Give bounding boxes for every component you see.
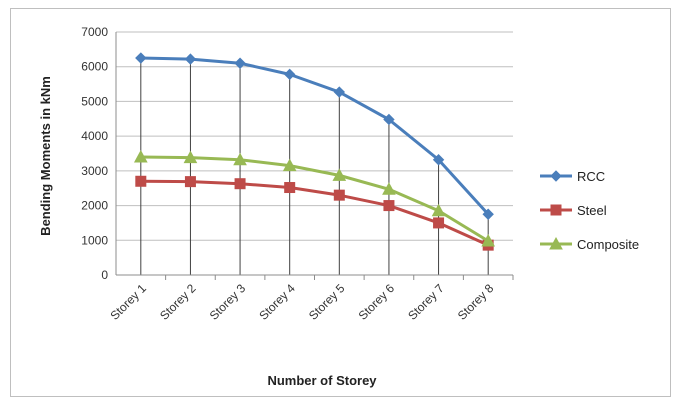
- chart-frame: [10, 8, 671, 397]
- point-composite-1: [133, 149, 148, 163]
- point-composite-2: [183, 150, 198, 164]
- legend-marker-rcc: [550, 170, 562, 182]
- legend: RCC Steel Composite: [540, 169, 639, 252]
- legend-label-composite: Composite: [577, 237, 639, 252]
- y-axis-title: Bending Moments in kNm: [38, 76, 53, 236]
- x-axis-title: Number of Storey: [267, 373, 377, 388]
- x-tick-labels: Storey 1 Storey 2 Storey 3 Storey 4 Storey 5…: [107, 281, 496, 323]
- x-tick-label-1: Storey 2: [157, 281, 199, 323]
- series-group: [133, 52, 496, 251]
- point-rcc-7: [432, 154, 445, 166]
- y-tick-label-6: 6000: [81, 60, 108, 74]
- y-tick-label-0: 0: [101, 268, 108, 282]
- point-steel-4: [284, 182, 296, 194]
- x-tick-label-6: Storey 7: [405, 281, 447, 323]
- point-steel-1: [135, 175, 147, 187]
- y-tick-label-2: 2000: [81, 199, 108, 213]
- drop-lines: [140, 58, 489, 275]
- point-rcc-5: [333, 86, 346, 98]
- point-composite-3: [233, 152, 247, 166]
- legend-label-rcc: RCC: [577, 169, 605, 184]
- x-tick-label-7: Storey 8: [455, 281, 497, 323]
- point-rcc-6: [383, 113, 395, 126]
- point-rcc-3: [234, 57, 246, 69]
- series-line-steel: [140, 179, 489, 247]
- y-tick-labels: 0 1000 2000 3000 4000 5000 6000 7000: [81, 25, 108, 282]
- point-steel-3: [234, 178, 246, 190]
- x-tick-label-2: Storey 3: [207, 281, 249, 323]
- point-rcc-8: [482, 208, 494, 220]
- y-tick-label-1: 1000: [81, 233, 108, 247]
- point-rcc-1: [135, 52, 147, 64]
- series-line-rcc: [140, 56, 490, 216]
- gridlines: [116, 31, 513, 241]
- point-composite-6: [382, 182, 396, 195]
- x-tick-label-4: Storey 5: [306, 281, 348, 323]
- x-tick-label-0: Storey 1: [107, 281, 149, 323]
- axes: [115, 32, 514, 280]
- y-tick-label-7: 7000: [81, 25, 108, 39]
- series-line-composite: [140, 155, 489, 243]
- point-steel-2: [184, 176, 196, 188]
- legend-label-steel: Steel: [577, 203, 607, 218]
- point-composite-7: [431, 203, 446, 217]
- x-tick-label-3: Storey 4: [256, 281, 298, 323]
- point-composite-4: [282, 158, 297, 172]
- point-steel-7: [433, 217, 445, 229]
- legend-marker-composite: [549, 236, 563, 250]
- point-steel-5: [333, 189, 345, 201]
- point-composite-8: [481, 233, 496, 247]
- y-tick-label-4: 4000: [81, 129, 108, 143]
- x-tick-label-5: Storey 6: [356, 281, 398, 323]
- point-composite-5: [332, 168, 347, 181]
- point-rcc-2: [184, 53, 197, 65]
- y-tick-label-3: 3000: [81, 164, 108, 178]
- point-steel-6: [383, 200, 395, 212]
- y-tick-label-5: 5000: [81, 94, 108, 108]
- legend-marker-steel: [550, 204, 562, 216]
- point-rcc-4: [283, 68, 296, 81]
